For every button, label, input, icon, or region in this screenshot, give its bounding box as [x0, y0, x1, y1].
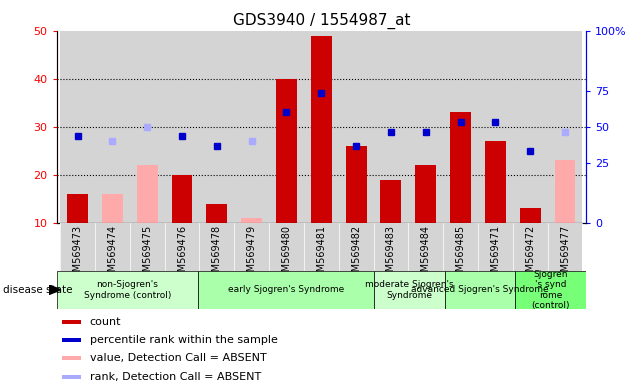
Text: percentile rank within the sample: percentile rank within the sample: [89, 335, 277, 345]
Text: moderate Sjogren's
Syndrome: moderate Sjogren's Syndrome: [365, 280, 454, 300]
Text: GSM569473: GSM569473: [72, 225, 83, 284]
Bar: [269, 223, 304, 271]
Bar: [415, 165, 436, 223]
Bar: [443, 223, 478, 271]
Bar: [130, 223, 164, 271]
Text: rank, Detection Call = ABSENT: rank, Detection Call = ABSENT: [89, 372, 261, 382]
Bar: [408, 223, 443, 271]
Text: GSM569472: GSM569472: [525, 225, 536, 285]
Bar: [62, 356, 81, 361]
Bar: [241, 218, 262, 223]
Bar: [164, 223, 200, 271]
Bar: [513, 31, 547, 223]
Text: GSM569475: GSM569475: [142, 225, 152, 285]
Text: GSM569476: GSM569476: [177, 225, 187, 284]
Bar: [234, 223, 269, 271]
Text: GSM569484: GSM569484: [421, 225, 431, 284]
Bar: [381, 180, 401, 223]
Bar: [164, 31, 200, 223]
Bar: [374, 31, 408, 223]
Bar: [374, 271, 445, 309]
Text: GSM569477: GSM569477: [560, 225, 570, 285]
Bar: [57, 271, 198, 309]
Bar: [554, 161, 575, 223]
Bar: [200, 223, 234, 271]
Bar: [60, 31, 95, 223]
Bar: [374, 223, 408, 271]
Bar: [171, 175, 193, 223]
Bar: [102, 194, 123, 223]
Bar: [137, 165, 158, 223]
Text: GSM569485: GSM569485: [455, 225, 466, 284]
Text: value, Detection Call = ABSENT: value, Detection Call = ABSENT: [89, 353, 266, 364]
Bar: [443, 31, 478, 223]
Bar: [408, 31, 443, 223]
Bar: [339, 31, 374, 223]
Bar: [200, 31, 234, 223]
Bar: [450, 112, 471, 223]
Bar: [269, 31, 304, 223]
Bar: [547, 223, 582, 271]
Bar: [62, 320, 81, 324]
Bar: [304, 223, 339, 271]
Bar: [485, 141, 506, 223]
Bar: [67, 194, 88, 223]
Bar: [346, 146, 367, 223]
Bar: [130, 31, 164, 223]
Bar: [95, 223, 130, 271]
Text: GSM569479: GSM569479: [247, 225, 256, 284]
Bar: [95, 31, 130, 223]
Text: GSM569474: GSM569474: [107, 225, 117, 284]
Text: GSM569480: GSM569480: [282, 225, 292, 284]
Bar: [60, 223, 95, 271]
Text: GSM569478: GSM569478: [212, 225, 222, 284]
Bar: [304, 31, 339, 223]
Text: count: count: [89, 317, 121, 327]
Text: GSM569481: GSM569481: [316, 225, 326, 284]
Bar: [234, 31, 269, 223]
Polygon shape: [49, 285, 60, 295]
Bar: [515, 271, 586, 309]
Title: GDS3940 / 1554987_at: GDS3940 / 1554987_at: [232, 13, 410, 29]
Text: GSM569482: GSM569482: [351, 225, 361, 284]
Bar: [339, 223, 374, 271]
Bar: [478, 223, 513, 271]
Bar: [547, 31, 582, 223]
Text: non-Sjogren's
Syndrome (control): non-Sjogren's Syndrome (control): [84, 280, 171, 300]
Text: GSM569471: GSM569471: [490, 225, 500, 284]
Text: disease state: disease state: [3, 285, 72, 295]
Text: early Sjogren's Syndrome: early Sjogren's Syndrome: [228, 285, 344, 295]
Bar: [198, 271, 374, 309]
Bar: [520, 208, 541, 223]
Bar: [513, 223, 547, 271]
Text: GSM569483: GSM569483: [386, 225, 396, 284]
Text: advanced Sjogren's Syndrome: advanced Sjogren's Syndrome: [411, 285, 549, 295]
Bar: [311, 36, 332, 223]
Text: Sjogren
's synd
rome
(control): Sjogren 's synd rome (control): [531, 270, 570, 310]
Bar: [478, 31, 513, 223]
Bar: [62, 375, 81, 379]
Bar: [276, 79, 297, 223]
Bar: [62, 338, 81, 342]
Bar: [207, 204, 227, 223]
Bar: [445, 271, 515, 309]
